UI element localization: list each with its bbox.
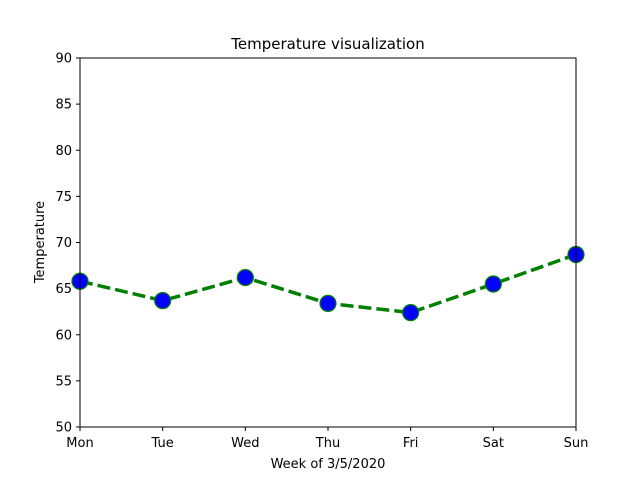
y-axis-label: Temperature bbox=[33, 201, 48, 284]
y-tick-label: 65 bbox=[55, 282, 72, 297]
plot-frame bbox=[79, 57, 577, 428]
y-tick-label: 75 bbox=[55, 190, 72, 205]
y-axis-ticks: 50 55 60 65 70 75 80 85 90 bbox=[55, 52, 80, 436]
y-tick-label: 90 bbox=[55, 52, 72, 67]
x-axis-label: Week of 3/5/2020 bbox=[271, 457, 386, 472]
y-tick-label: 55 bbox=[55, 374, 72, 389]
y-tick-label: 80 bbox=[55, 144, 72, 159]
data-point bbox=[484, 275, 502, 293]
data-point bbox=[402, 304, 420, 322]
y-tick-label: 85 bbox=[55, 98, 72, 113]
y-tick-label: 70 bbox=[55, 236, 72, 251]
x-tick-label: Thu bbox=[315, 436, 340, 451]
x-tick-label: Fri bbox=[403, 436, 419, 451]
data-point bbox=[319, 294, 337, 312]
x-tick-label: Wed bbox=[231, 436, 259, 451]
series-layer bbox=[71, 245, 585, 322]
x-tick-label: Mon bbox=[66, 436, 93, 451]
x-tick-label: Sun bbox=[564, 436, 589, 451]
x-axis-ticks: Mon Tue Wed Thu Fri Sat Sun bbox=[66, 427, 588, 451]
x-tick-label: Sat bbox=[483, 436, 504, 451]
x-tick-label: Tue bbox=[151, 436, 174, 451]
chart-title: Temperature visualization bbox=[230, 35, 424, 53]
data-point bbox=[236, 268, 254, 287]
y-tick-label: 50 bbox=[55, 421, 72, 436]
y-tick-label: 60 bbox=[55, 328, 72, 343]
data-point bbox=[154, 292, 172, 310]
